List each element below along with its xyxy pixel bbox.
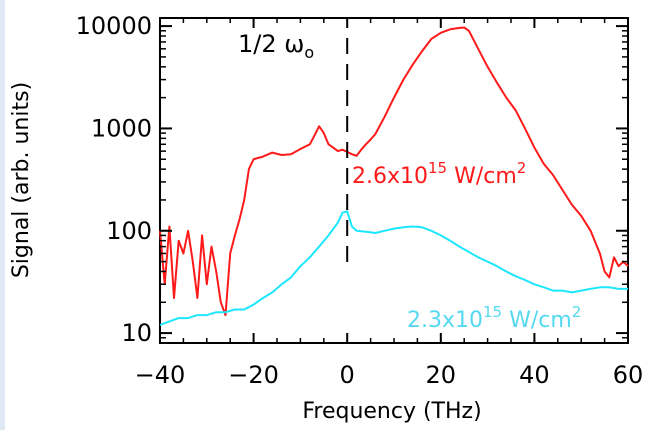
half-omega-marker-label: 1/2 ωo: [238, 30, 314, 62]
cyan-label-unit-exp: 2: [572, 303, 582, 321]
marker-label-text: 1/2 ω: [238, 30, 304, 58]
cyan-label-unit: W/cm: [502, 308, 572, 333]
series-red-label: 2.6x1015 W/cm2: [352, 159, 526, 189]
x-axis-title: Frequency (THz): [302, 399, 481, 424]
cyan-label-exp: 15: [483, 303, 502, 321]
red-label-base: 2.6x10: [352, 164, 428, 189]
left-edge-bar: [0, 0, 5, 430]
red-label-unit-exp: 2: [517, 159, 527, 177]
x-tick-label: −40: [135, 361, 186, 389]
series-line-1: [159, 210, 628, 326]
x-tick-label: 60: [613, 361, 644, 389]
ticks-layer: −40 −20 0 20 40 60 10 100 1000 10000: [76, 12, 644, 389]
series-line-0: [159, 26, 629, 317]
series-layer: [159, 26, 629, 326]
y-tick-label: 10: [121, 319, 152, 347]
red-label-unit: W/cm: [447, 164, 517, 189]
x-tick-label: 40: [519, 361, 550, 389]
cyan-label-base: 2.3x10: [407, 308, 483, 333]
y-tick-label: 100: [106, 217, 152, 245]
marker-label-subscript: o: [304, 43, 314, 62]
y-tick-label: 10000: [76, 12, 152, 40]
red-label-exp: 15: [428, 159, 447, 177]
x-tick-label: −20: [228, 361, 279, 389]
x-tick-label: 20: [426, 361, 457, 389]
x-tick-label: 0: [340, 361, 355, 389]
y-axis-title: Signal (arb. units): [9, 82, 34, 278]
series-cyan-label: 2.3x1015 W/cm2: [407, 303, 581, 333]
y-tick-label: 1000: [91, 114, 152, 142]
